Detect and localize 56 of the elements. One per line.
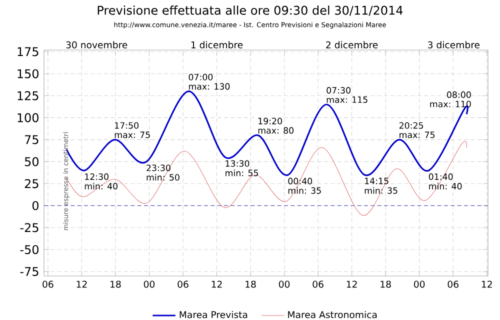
x-tick-label: 06 bbox=[448, 280, 458, 288]
x-tick-label: 18 bbox=[380, 280, 391, 288]
x-tick-label: 00 bbox=[278, 280, 290, 288]
annotation: min: 35 bbox=[288, 187, 321, 194]
annotation: min: 50 bbox=[146, 174, 180, 181]
legend-label: Marea Astronomica bbox=[288, 310, 377, 318]
x-tick-label: 00 bbox=[414, 280, 425, 288]
x-tick-label: 18 bbox=[110, 280, 121, 288]
annotation: 00:40 bbox=[288, 178, 312, 184]
annotation: 13:30 bbox=[226, 160, 250, 167]
x-tick-label: 06 bbox=[42, 280, 54, 288]
x-tick-label: 12 bbox=[76, 280, 87, 288]
text: 1 dicembre bbox=[191, 41, 243, 48]
x-tick-label: 12 bbox=[212, 280, 222, 288]
annotation: min: 40 bbox=[429, 182, 462, 190]
annotation: min: 35 bbox=[364, 187, 398, 194]
legend-label: Marea Prevista bbox=[180, 310, 248, 318]
annotation: min: 55 bbox=[226, 170, 258, 176]
y-tick-label: -75 bbox=[20, 267, 38, 276]
annotation: 19:20 bbox=[258, 118, 282, 124]
annotation: 14:15 bbox=[365, 178, 388, 184]
annotation: 23:30 bbox=[146, 164, 170, 172]
text: 2 dicembre bbox=[326, 41, 378, 48]
x-tick-label: 12 bbox=[346, 280, 357, 288]
annotation: 17:50 bbox=[115, 122, 139, 129]
x-tick-label: 18 bbox=[246, 280, 256, 288]
annotation: max: 115 bbox=[326, 96, 368, 103]
chart-title: Previsione effettuata alle ore 09:30 del 30/11/2014 bbox=[98, 6, 403, 16]
annotation: 08:00 bbox=[447, 91, 471, 98]
y-tick-label: 50 bbox=[24, 157, 38, 166]
annotation: min: 40 bbox=[84, 182, 118, 190]
y-tick-label: 175 bbox=[18, 47, 38, 56]
annotation: max: 75 bbox=[400, 132, 435, 138]
annotation: 07:30 bbox=[326, 87, 350, 94]
annotation: 12:30 bbox=[85, 173, 109, 180]
annotation: max: 110 bbox=[430, 100, 471, 108]
annotation: 07:00 bbox=[188, 74, 213, 80]
x-tick-label: 12 bbox=[482, 280, 492, 288]
y-tick-label: 0 bbox=[32, 201, 38, 210]
x-tick-label: 06 bbox=[312, 280, 324, 288]
y-tick-label: 100 bbox=[18, 113, 38, 122]
y-tick-label: -25 bbox=[20, 223, 38, 232]
y-tick-label: 25 bbox=[24, 179, 38, 188]
x-tick-label: 00 bbox=[144, 280, 155, 288]
text: 3 dicembre bbox=[428, 41, 480, 48]
y-tick-label: 150 bbox=[18, 69, 38, 78]
annotation: max: 80 bbox=[258, 127, 294, 134]
y-tick-label: 125 bbox=[18, 91, 38, 100]
x-tick-label: 06 bbox=[178, 280, 188, 288]
annotation: max: 75 bbox=[114, 132, 150, 138]
y-tick-label: -50 bbox=[20, 245, 38, 254]
annotation: 01:40 bbox=[428, 173, 453, 180]
y-tick-label: 75 bbox=[25, 135, 38, 144]
annotation: max: 130 bbox=[189, 83, 230, 90]
text: 30 novembre bbox=[66, 41, 128, 48]
annotation: 20:25 bbox=[399, 122, 424, 129]
